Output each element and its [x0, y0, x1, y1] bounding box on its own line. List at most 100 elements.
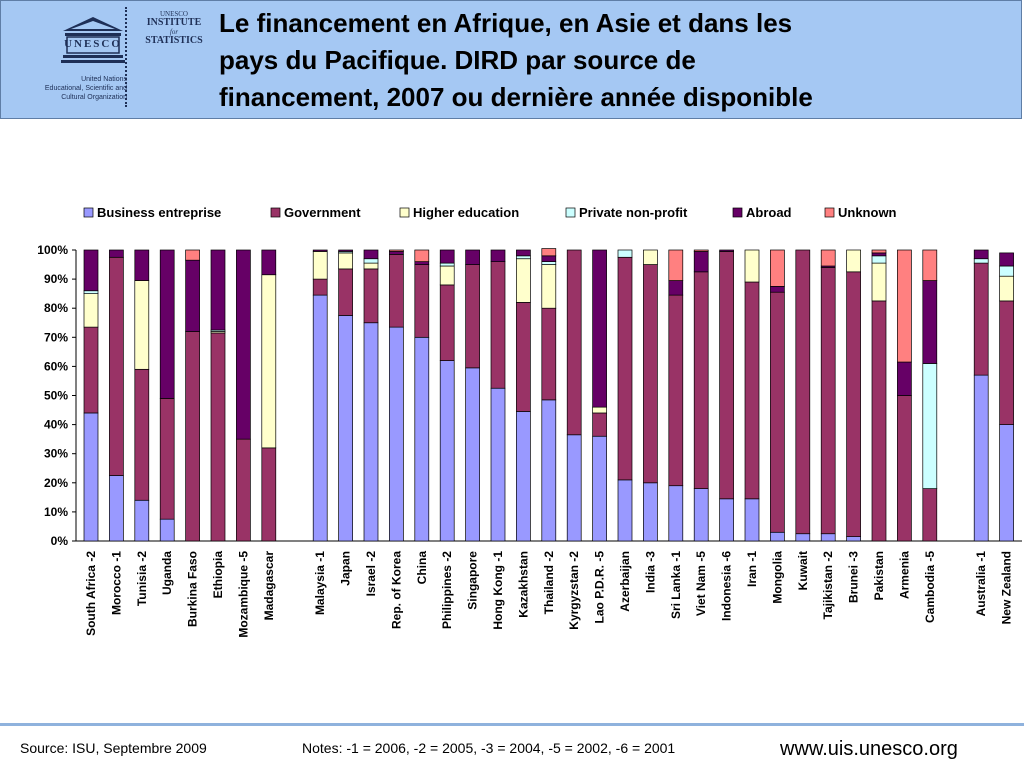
bar-india-3-higher-education: [643, 249, 658, 265]
bar-sri-lanka-1-government: [668, 294, 684, 487]
bar-south-africa-2-government: [83, 326, 99, 414]
bar-rep-of-korea-business-entreprise: [389, 326, 404, 542]
x-tick-label-armenia: Armenia: [897, 551, 911, 599]
x-tick-label-iran-1: Iran -1: [745, 551, 759, 587]
website-link[interactable]: www.uis.unesco.org: [780, 738, 958, 760]
bar-morocco-1-abroad: [109, 249, 124, 258]
bar-mongolia-unknown: [770, 249, 785, 287]
bar-viet-nam-5-business-entreprise: [693, 488, 709, 542]
bar-viet-nam-5-unknown: [693, 249, 709, 252]
x-tick-label-kyrgyzstan-2: Kyrgyzstan -2: [567, 551, 581, 630]
bar-mozambique-5-government: [236, 438, 251, 542]
bar-madagascar-higher-education: [261, 274, 277, 449]
bar-burkina-faso-government: [185, 331, 200, 542]
bar-malaysia-1-business-entreprise: [312, 294, 328, 542]
y-tick-label: 0%: [51, 534, 69, 548]
bar-kazakhstan-abroad: [516, 249, 531, 257]
x-tick-label-viet-nam-5: Viet Nam -5: [694, 551, 708, 616]
x-tick-label-philippines-2: Philippines -2: [440, 551, 454, 629]
x-tick-label-rep-of-korea: Rep. of Korea: [389, 551, 403, 629]
bar-kuwait-government: [795, 249, 811, 535]
legend-swatch-government: [270, 207, 281, 218]
bar-philippines-2-private-non-profit: [439, 262, 455, 267]
bar-uganda-government: [159, 398, 175, 520]
bar-thailand-2-business-entreprise: [541, 399, 557, 542]
x-tick-label-indonesia-6: Indonesia -6: [720, 551, 734, 621]
x-tick-label-thailand-2: Thailand -2: [542, 551, 556, 615]
bar-azerbaijan-government: [617, 256, 633, 481]
bar-japan-higher-education: [338, 252, 353, 270]
x-tick-label-lao-p-d-r-5: Lao P.D.R. -5: [593, 551, 607, 624]
bar-cambodia-5-unknown: [922, 249, 938, 281]
x-tick-label-japan: Japan: [339, 551, 353, 586]
bar-pakistan-unknown: [871, 249, 887, 254]
legend-label-business-entreprise: Business entreprise: [97, 205, 221, 220]
bar-malaysia-1-abroad: [312, 249, 328, 252]
bar-indonesia-6-business-entreprise: [719, 498, 734, 542]
bar-kazakhstan-government: [516, 302, 531, 412]
x-tick-label-sri-lanka-1: Sri Lanka -1: [669, 551, 683, 619]
bar-philippines-2-business-entreprise: [439, 360, 455, 542]
bar-kazakhstan-higher-education: [516, 258, 531, 303]
bar-tajikistan-2-business-entreprise: [820, 533, 836, 542]
source-note: Source: ISU, Septembre 2009: [20, 740, 207, 756]
unesco-wordmark: UNESCO: [64, 38, 122, 50]
bar-brunei-3-higher-education: [846, 249, 861, 273]
bar-hong-kong-1-business-entreprise: [490, 387, 506, 542]
bar-mongolia-government: [770, 291, 785, 533]
unesco-org-name: United Nations Educational, Scientific a…: [44, 76, 127, 101]
bar-pakistan-higher-education: [871, 262, 887, 302]
bar-lao-p-d-r-5-abroad: [592, 249, 607, 408]
x-tick-label-cambodia-5: Cambodia -5: [923, 551, 937, 623]
bar-new-zealand-higher-education: [999, 275, 1014, 302]
bar-singapore-business-entreprise: [465, 367, 480, 542]
bar-south-africa-2-business-entreprise: [83, 412, 99, 542]
title-line-1: Le financement en Afrique, en Asie et da…: [219, 8, 793, 38]
bar-indonesia-6-abroad: [719, 249, 734, 252]
x-tick-label-azerbaijan: Azerbaijan: [618, 551, 632, 612]
y-tick-label: 60%: [44, 359, 68, 373]
bar-thailand-2-private-non-profit: [541, 261, 557, 265]
bar-kyrgyzstan-2-government: [566, 249, 582, 436]
uis-logo: UNESCO INSTITUTE for STATISTICS: [145, 10, 203, 47]
bar-israel-2-higher-education: [363, 262, 379, 270]
bar-cambodia-5-private-non-profit: [922, 363, 938, 489]
bar-thailand-2-higher-education: [541, 264, 557, 309]
unesco-logo: UNESCO United Nations Educational, Scien…: [7, 5, 127, 113]
bar-israel-2-business-entreprise: [363, 322, 379, 542]
bar-mongolia-business-entreprise: [770, 531, 785, 542]
x-tick-label-madagascar: Madagascar: [262, 551, 276, 621]
bar-madagascar-government: [261, 447, 277, 542]
bar-pakistan-abroad: [871, 252, 887, 257]
bar-cambodia-5-government: [922, 488, 938, 542]
bar-thailand-2-abroad: [541, 255, 557, 262]
x-tick-label-south-africa-2: South Africa -2: [84, 551, 98, 636]
bar-uganda-business-entreprise: [159, 518, 175, 542]
x-tick-label-china: China: [415, 551, 429, 585]
title-line-3: financement, 2007 ou dernière année disp…: [219, 82, 813, 112]
x-tick-label-singapore: Singapore: [466, 551, 480, 610]
bar-iran-1-government: [744, 281, 760, 500]
bar-china-business-entreprise: [414, 336, 430, 542]
bar-madagascar-abroad: [261, 249, 277, 276]
bar-indonesia-6-government: [719, 251, 734, 500]
bar-viet-nam-5-abroad: [693, 251, 709, 273]
y-tick-label: 50%: [44, 389, 68, 403]
page-title: Le financement en Afrique, en Asie et da…: [219, 5, 1009, 116]
bar-tajikistan-2-government: [820, 267, 836, 535]
bar-philippines-2-higher-education: [439, 265, 455, 286]
x-tick-label-malaysia-1: Malaysia -1: [313, 551, 327, 615]
bar-azerbaijan-private-non-profit: [617, 249, 633, 258]
bar-malaysia-1-government: [312, 278, 328, 296]
x-tick-label-pakistan: Pakistan: [872, 551, 886, 600]
bar-sri-lanka-1-business-entreprise: [668, 485, 684, 542]
bar-new-zealand-business-entreprise: [999, 424, 1014, 542]
bar-philippines-2-government: [439, 284, 455, 361]
y-tick-label: 100%: [37, 243, 68, 257]
bar-new-zealand-abroad: [999, 252, 1014, 267]
x-tick-label-india-3: India -3: [643, 551, 657, 593]
y-tick-label: 90%: [44, 272, 68, 286]
bar-lao-p-d-r-5-government: [592, 412, 607, 437]
bar-australia-1-business-entreprise: [973, 374, 989, 542]
legend-label-government: Government: [284, 205, 361, 220]
